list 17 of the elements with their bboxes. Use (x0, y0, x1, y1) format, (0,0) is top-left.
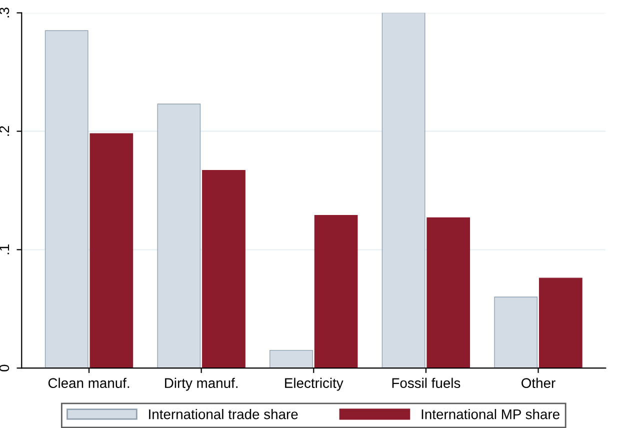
x-tick-label: Clean manuf. (48, 378, 130, 388)
x-tick-label: Fossil fuels (392, 378, 460, 388)
legend-label: International MP share (422, 409, 560, 420)
bar (494, 296, 538, 368)
bar (157, 104, 201, 368)
bar (90, 133, 134, 368)
x-tick-label: Electricity (285, 378, 344, 391)
bar (314, 214, 358, 368)
bar (426, 217, 470, 368)
legend-label: International trade share (149, 409, 298, 420)
bar (382, 12, 426, 368)
bar (44, 30, 88, 368)
x-tick-label: Dirty manuf. (165, 378, 238, 391)
bar (270, 350, 313, 368)
x-tick-label: Other (522, 378, 556, 388)
bar (538, 278, 582, 368)
bar (202, 170, 246, 368)
